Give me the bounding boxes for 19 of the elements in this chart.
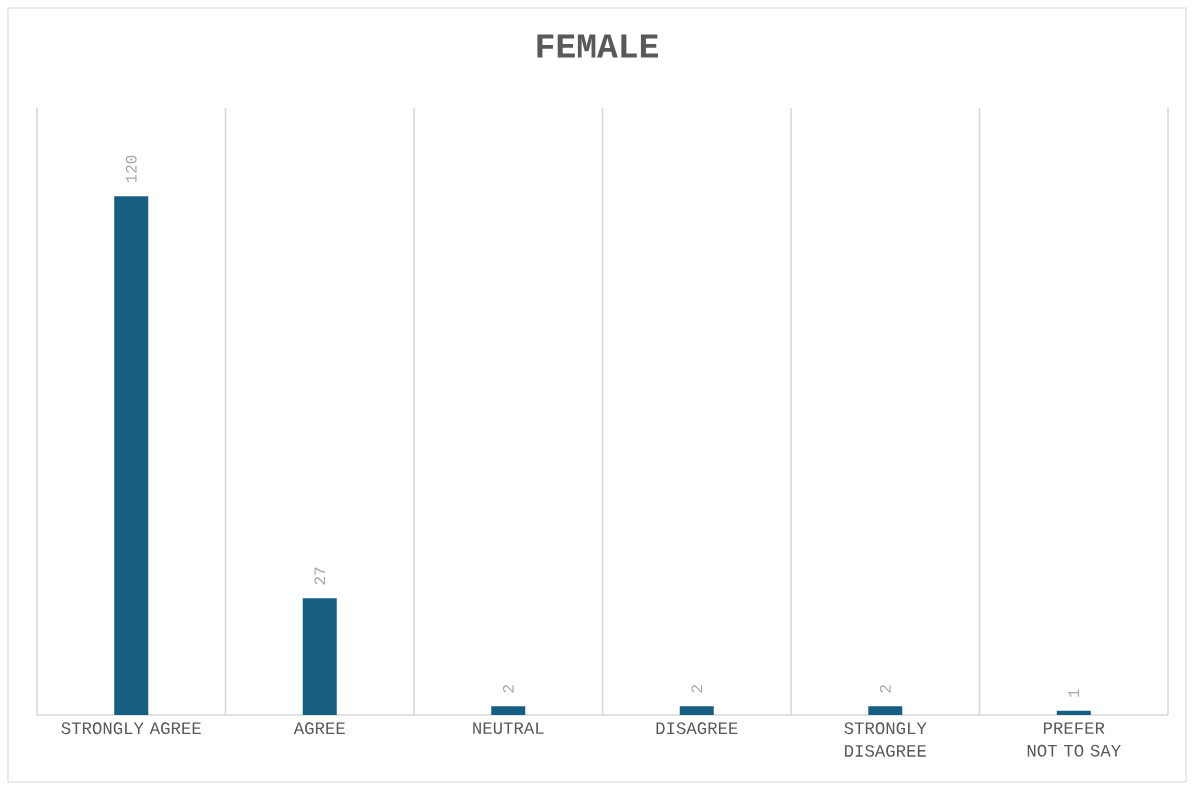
bar: [679, 706, 714, 715]
data-label: 2: [691, 685, 703, 693]
bar: [868, 706, 903, 715]
data-label: 2: [502, 685, 514, 693]
data-label: 1: [1068, 689, 1080, 697]
x-tick-label: NEUTRAL: [473, 722, 544, 734]
data-label: 27: [314, 567, 326, 585]
chart-title: FEMALE: [537, 34, 659, 58]
x-tick-label: PREFER NOT TO SAY: [1027, 722, 1121, 757]
data-label: 2: [879, 685, 891, 693]
bar: [491, 706, 526, 715]
bar: [1056, 710, 1091, 715]
bar: [114, 196, 149, 715]
x-tick-label: DISAGREE: [656, 722, 738, 735]
data-label: 120: [125, 155, 137, 183]
x-tick-label: STRONGLY DISAGREE: [844, 722, 927, 757]
x-tick-label: AGREE: [293, 722, 345, 735]
bar: [302, 598, 337, 715]
x-tick-label: STRONGLY AGREE: [61, 722, 201, 735]
